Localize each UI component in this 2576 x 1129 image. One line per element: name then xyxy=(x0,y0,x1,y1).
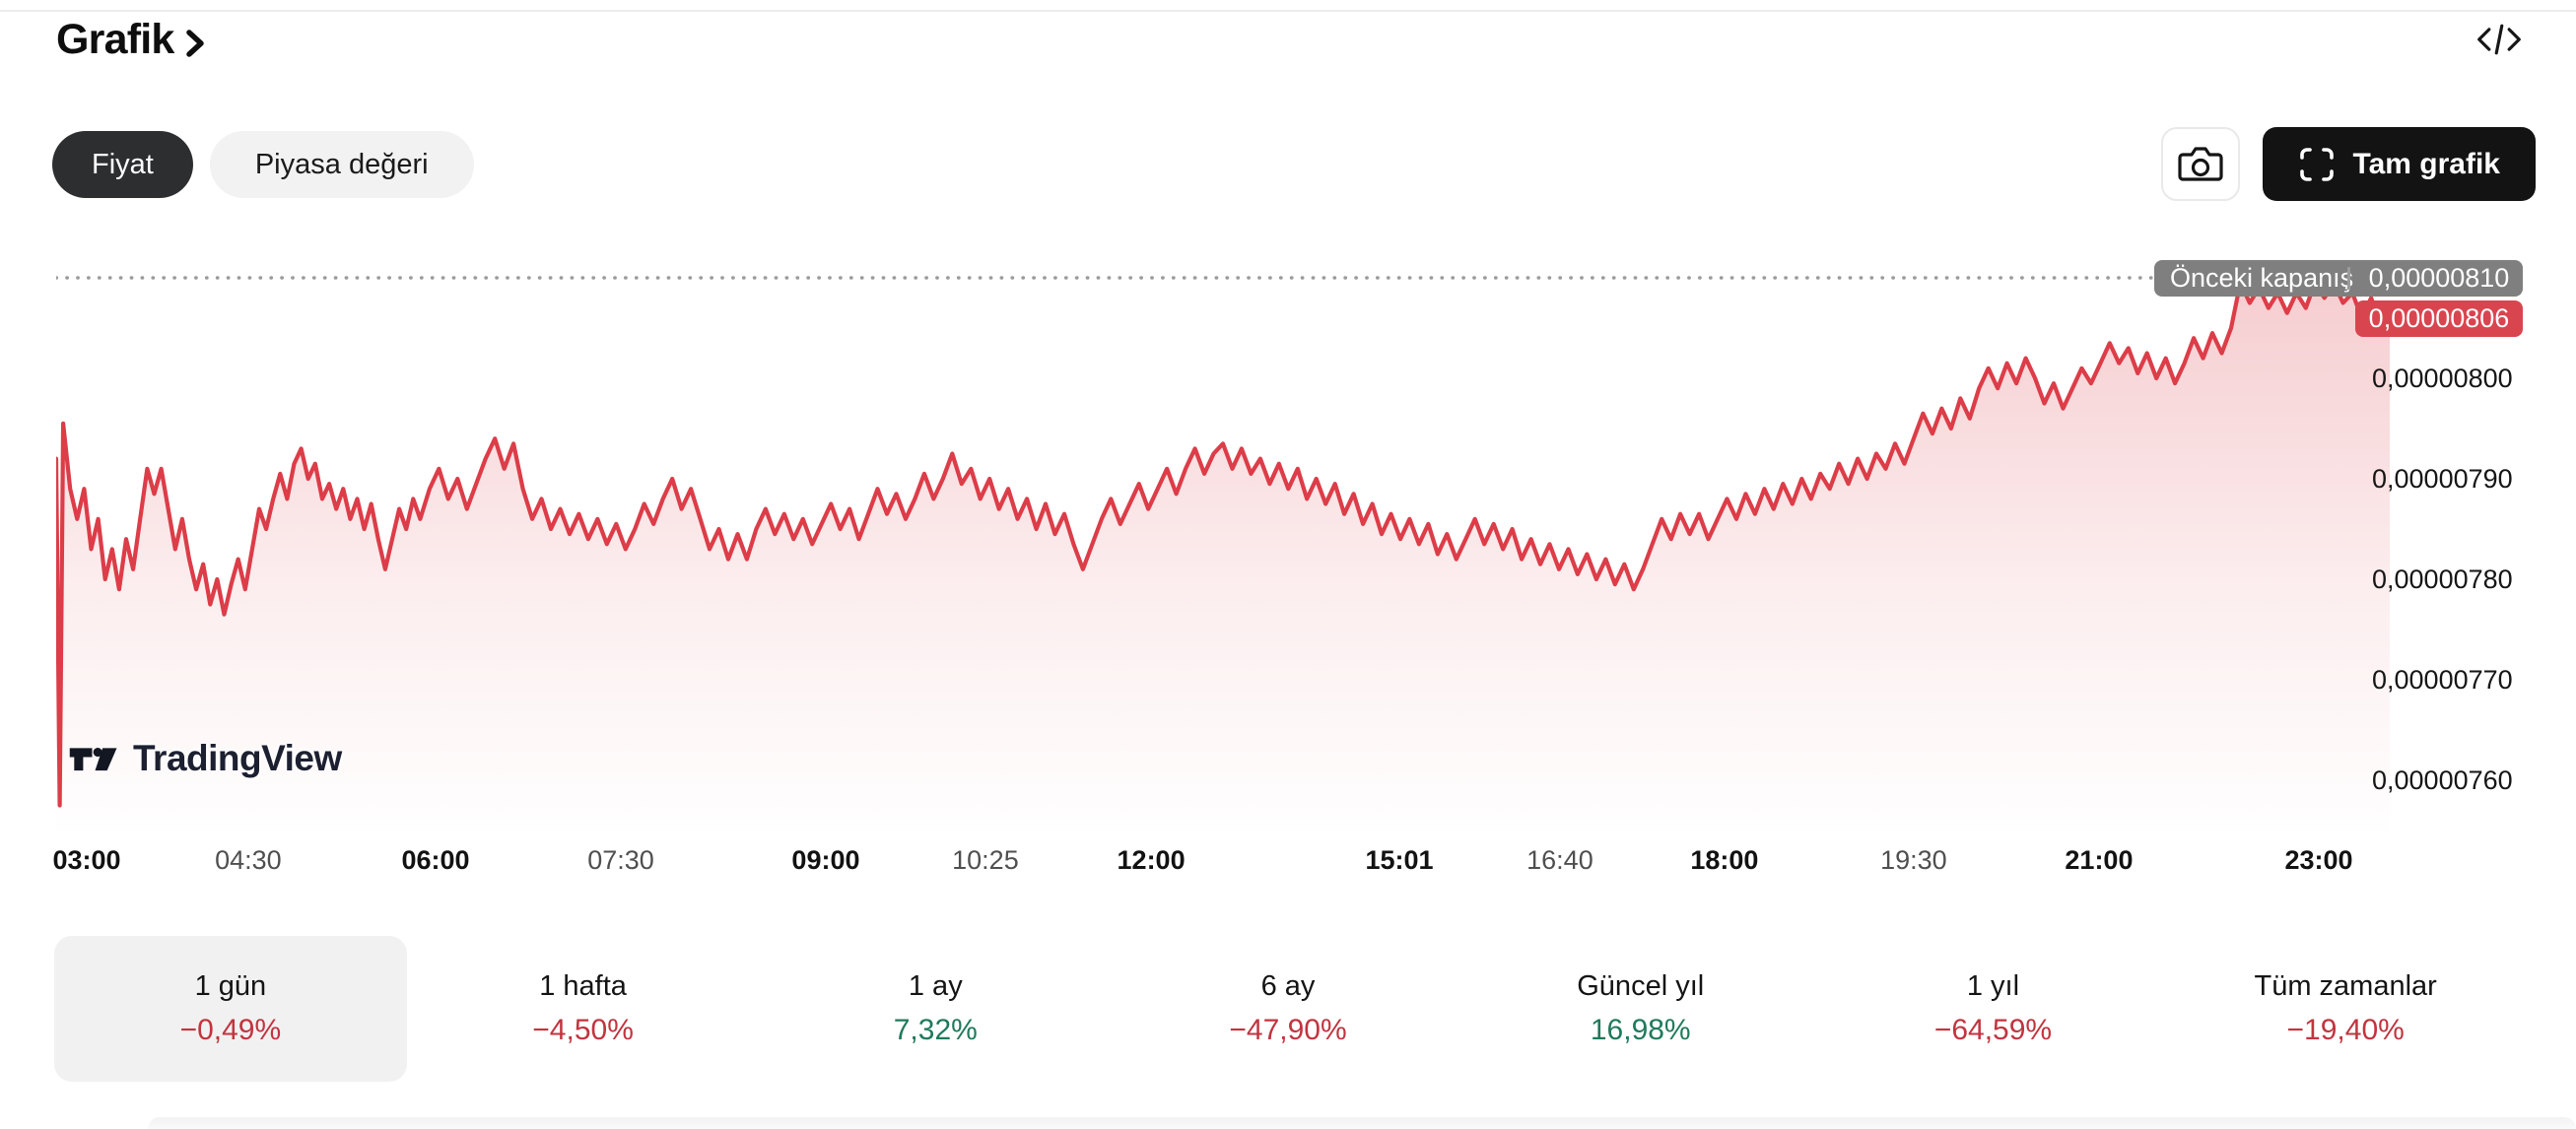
chart-type-tabs: Fiyat Piyasa değeri xyxy=(52,131,474,198)
tradingview-logo-text: TradingView xyxy=(133,738,342,778)
previous-close-label: Önceki kapanış xyxy=(2154,260,2370,297)
y-tick-label: 0,00000800 xyxy=(2372,364,2513,393)
x-tick-label: 18:00 xyxy=(1690,845,1759,875)
x-tick-label: 04:30 xyxy=(215,845,282,875)
period-option[interactable]: 1 ay 7,32% xyxy=(759,936,1112,1082)
chart-actions: Tam grafik xyxy=(2160,127,2536,201)
period-option[interactable]: 1 hafta −4,50% xyxy=(407,936,760,1082)
period-selector: 1 gün −0,49% 1 hafta −4,50% 1 ay 7,32% 6… xyxy=(54,936,2522,1082)
period-label: 1 yıl xyxy=(1966,970,2020,1002)
period-change-value: −47,90% xyxy=(1229,1014,1347,1046)
period-label: 1 hafta xyxy=(539,970,627,1002)
x-tick-label: 03:00 xyxy=(52,845,121,875)
tab-price[interactable]: Fiyat xyxy=(52,131,193,198)
code-icon xyxy=(2477,24,2521,55)
x-tick-label: 10:25 xyxy=(952,845,1019,875)
period-label: 6 ay xyxy=(1260,970,1316,1002)
fullscreen-button[interactable]: Tam grafik xyxy=(2262,127,2536,201)
period-label: Tüm zamanlar xyxy=(2254,970,2437,1002)
y-tick-label: 0,00000760 xyxy=(2372,765,2513,795)
period-change-value: −0,49% xyxy=(179,1014,282,1046)
x-tick-label: 15:01 xyxy=(1365,845,1434,875)
period-label: 1 gün xyxy=(194,970,267,1002)
price-area xyxy=(56,283,2390,837)
period-change-value: −19,40% xyxy=(2286,1014,2405,1046)
top-divider xyxy=(0,10,2576,12)
period-change-value: 7,32% xyxy=(893,1014,978,1046)
embed-code-button[interactable] xyxy=(2470,18,2529,61)
price-chart-canvas[interactable] xyxy=(56,256,2390,837)
fullscreen-label: Tam grafik xyxy=(2352,147,2501,180)
period-label: 1 ay xyxy=(908,970,963,1002)
next-section-edge xyxy=(148,1117,2576,1129)
camera-icon xyxy=(2177,146,2223,181)
fullscreen-icon xyxy=(2299,147,2334,181)
period-option[interactable]: Tüm zamanlar −19,40% xyxy=(2169,936,2522,1082)
x-tick-label: 06:00 xyxy=(401,845,470,875)
tradingview-logo-icon xyxy=(69,748,117,771)
previous-close-tick xyxy=(2347,267,2350,290)
y-tick-label: 0,00000780 xyxy=(2372,564,2513,594)
section-header-link[interactable]: Grafik xyxy=(56,16,205,64)
period-change-value: 16,98% xyxy=(1590,1014,1691,1046)
x-tick-label: 19:30 xyxy=(1880,845,1947,875)
period-change-value: −4,50% xyxy=(532,1014,634,1046)
x-tick-label: 09:00 xyxy=(791,845,860,875)
y-tick-label: 0,00000790 xyxy=(2372,464,2513,494)
period-option[interactable]: Güncel yıl 16,98% xyxy=(1464,936,1817,1082)
tradingview-attribution[interactable]: TradingView xyxy=(69,738,342,779)
x-tick-label: 07:30 xyxy=(587,845,654,875)
price-line xyxy=(56,281,2390,808)
period-change-value: −64,59% xyxy=(1933,1014,2053,1046)
period-option[interactable]: 1 gün −0,49% xyxy=(54,936,407,1082)
tab-market-cap[interactable]: Piyasa değeri xyxy=(209,131,474,198)
previous-close-value: 0,00000810 xyxy=(2355,260,2523,297)
chevron-right-icon xyxy=(185,28,205,59)
period-option[interactable]: 1 yıl −64,59% xyxy=(1817,936,2170,1082)
screenshot-button[interactable] xyxy=(2160,127,2240,201)
page-title: Grafik xyxy=(56,16,174,63)
x-tick-label: 23:00 xyxy=(2284,845,2353,875)
period-label: Güncel yıl xyxy=(1577,970,1705,1002)
current-price-badge: 0,00000806 xyxy=(2355,300,2523,337)
y-tick-label: 0,00000770 xyxy=(2372,665,2513,695)
x-tick-label: 21:00 xyxy=(2065,845,2134,875)
period-option[interactable]: 6 ay −47,90% xyxy=(1112,936,1464,1082)
x-tick-label: 12:00 xyxy=(1117,845,1186,875)
x-tick-label: 16:40 xyxy=(1526,845,1593,875)
